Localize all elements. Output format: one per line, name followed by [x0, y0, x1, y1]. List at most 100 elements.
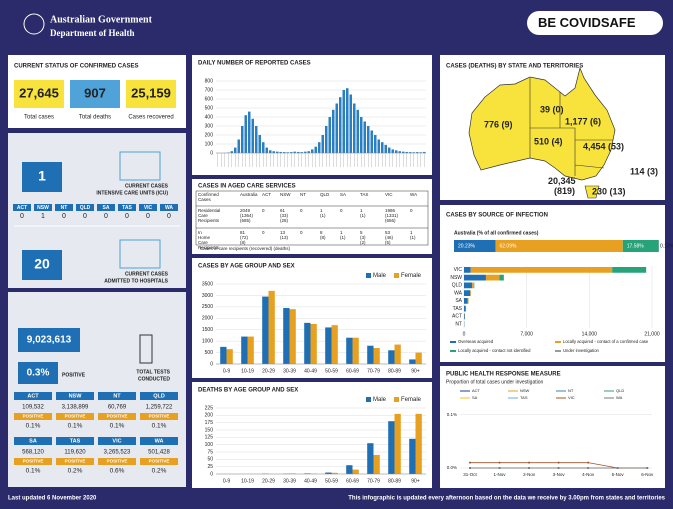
pos-tag — [56, 413, 94, 420]
state-pct: 0.1% — [26, 468, 41, 475]
table-cell: 1 (1) — [360, 208, 366, 218]
x-tick-label: 10-19 — [241, 368, 254, 374]
y-tick-label: 225 — [205, 405, 214, 411]
bar — [241, 126, 244, 153]
map-label: 4,454 (53) — [583, 141, 624, 151]
state-tests: 1,259,722 — [146, 405, 173, 411]
bar — [283, 152, 286, 153]
state-pct: 0.1% — [110, 423, 125, 430]
bar — [419, 152, 422, 153]
y-tick-label: 500 — [205, 105, 214, 111]
legend-label: Under investigation — [563, 348, 600, 353]
pos-box — [18, 362, 58, 384]
state-name: SA — [103, 205, 110, 211]
bar — [220, 346, 227, 364]
x-tick-label: 40-49 — [304, 478, 317, 484]
y-tick-label: 600 — [205, 96, 214, 102]
table-cell: 0 — [410, 208, 413, 213]
chart-title: PUBLIC HEALTH RESPONSE MEASURE — [446, 372, 561, 378]
y-tick-label: NT — [455, 321, 462, 327]
aus-label: Australia (% of all confirmed cases) — [454, 230, 539, 236]
bar — [370, 130, 373, 153]
bar — [265, 147, 268, 153]
bar — [409, 438, 416, 474]
bar — [335, 103, 338, 153]
pos-tag — [98, 458, 136, 465]
bar — [373, 348, 380, 364]
stat-box — [70, 80, 120, 108]
state-name: ACT — [17, 205, 27, 211]
badge — [527, 11, 663, 35]
pos-tag — [98, 413, 136, 420]
count-value: 1 — [38, 168, 46, 184]
x-tick-label: 30-39 — [283, 368, 296, 374]
bar — [268, 290, 275, 364]
bar — [356, 109, 359, 153]
state-tag — [56, 437, 94, 445]
state-name: NT — [61, 205, 68, 211]
bar — [346, 88, 349, 153]
x-tick-label: 14,000 — [582, 331, 598, 337]
pos-tag — [14, 458, 52, 465]
table-frame — [195, 190, 429, 246]
updated: Last updated 6 November 2020 — [8, 496, 97, 502]
bar — [374, 135, 377, 153]
bar — [258, 135, 261, 153]
legend-label: QLD — [616, 388, 624, 393]
state-tests: 3,265,523 — [104, 450, 131, 456]
pos-label: POSITIVE — [23, 459, 44, 464]
state-tag — [13, 204, 31, 211]
y-tick-label: 1500 — [202, 327, 213, 333]
bar — [310, 324, 317, 364]
state-name: QLD — [153, 393, 165, 399]
bar — [230, 151, 233, 153]
bar — [388, 421, 395, 474]
chart-title: CASES BY AGE GROUP AND SEX — [198, 264, 295, 270]
bar — [367, 345, 374, 364]
bar-segment — [467, 298, 469, 304]
bar — [318, 142, 321, 153]
state-tag — [140, 392, 178, 400]
bar — [241, 336, 248, 364]
bar — [415, 352, 422, 364]
state-name: NSW — [37, 205, 49, 211]
map-label: 20,345 (819) — [548, 176, 576, 196]
y-tick-label: WA — [454, 290, 463, 296]
bar — [332, 109, 335, 153]
footer-note: This infographic is updated every aftern… — [348, 496, 665, 502]
icon — [119, 151, 161, 181]
legend-swatch — [366, 273, 371, 278]
bar — [360, 117, 363, 153]
legend-swatch — [366, 397, 371, 402]
bar — [384, 144, 387, 153]
bar — [402, 151, 405, 153]
table-cell: 13 (13) — [280, 230, 289, 240]
table-cell: 1986 (1331) (656) — [385, 208, 399, 223]
table-note: Cases in care recipients (recovered) (de… — [200, 246, 291, 251]
state-tag — [76, 204, 94, 211]
legend-swatch — [394, 273, 399, 278]
aus-label-value: 62.09% — [499, 243, 517, 249]
table-cell: 8 (8) — [320, 230, 326, 240]
bar — [234, 147, 237, 153]
pos-tag — [140, 413, 178, 420]
state-tag — [98, 392, 136, 400]
bar — [255, 126, 258, 153]
bar — [300, 152, 303, 153]
count-label: ADMITTED TO HOSPITALS — [104, 278, 168, 284]
state-tests: 109,532 — [22, 405, 44, 411]
state-name: NSW — [69, 393, 83, 399]
bar — [325, 327, 332, 364]
y-tick-label: 500 — [205, 350, 214, 356]
bar — [244, 115, 247, 153]
point — [616, 467, 619, 469]
chart-title: CASES BY SOURCE OF INFECTION — [446, 213, 548, 219]
bar — [304, 322, 311, 364]
bar — [395, 150, 398, 153]
bar-segment — [464, 305, 466, 312]
table-cell: 0 — [340, 208, 343, 213]
bar — [423, 151, 426, 153]
bar — [289, 309, 296, 364]
y-tick-label: ACT — [452, 314, 462, 320]
stat-box — [14, 80, 64, 108]
